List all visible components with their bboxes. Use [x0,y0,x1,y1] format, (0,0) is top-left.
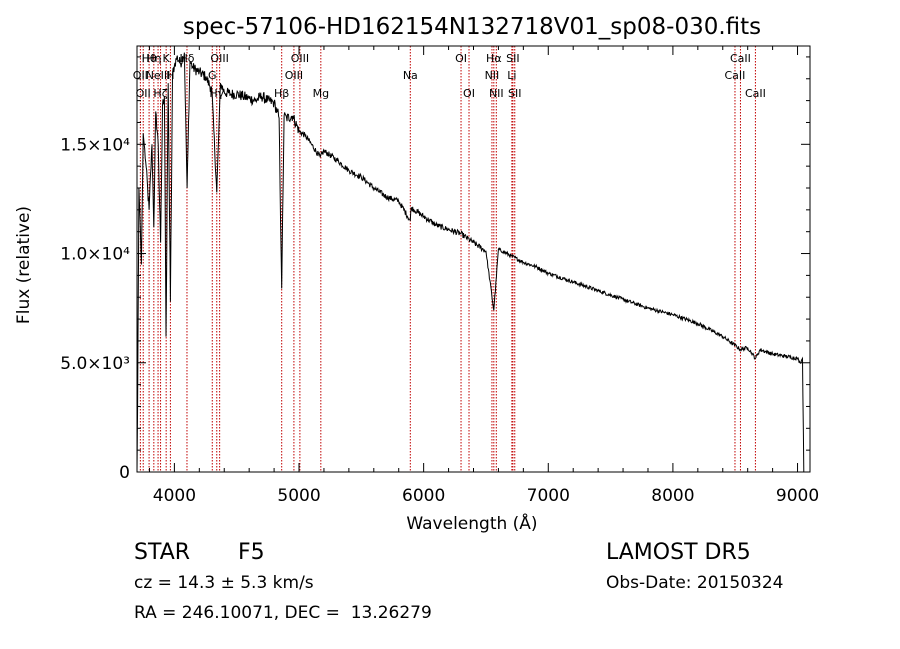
y-axis-label: Flux (relative) [14,206,34,324]
line-label-12: Hβ [274,87,289,100]
y-tick-label-2: 1.0×10⁴ [60,245,130,265]
line-label-9: G [208,69,217,82]
line-label-2: OII [136,87,151,100]
observation-date: Obs-Date: 20150324 [606,573,784,593]
y-tick-label-3: 1.5×10⁴ [60,135,130,155]
line-label-3: Hη [146,52,161,65]
x-axis-label: Wavelength (Å) [406,512,537,534]
line-label-6: K [163,52,171,65]
redshift-text: cz = 14.3 ± 5.3 km/s [134,573,314,593]
y-axis: 0 5.0×10³ 1.0×10⁴ 1.5×10⁴ [60,56,810,483]
object-subclass: F5 [238,540,265,565]
spectral-line-labels: HθOIIOIIHηNeIIIHζKHHδGHγOIIIHβOIIIOIIIMg… [133,52,766,100]
line-label-0: Hθ [142,52,157,65]
line-label-19: NII [485,69,500,82]
object-class: STAR [134,540,191,565]
line-label-13: OIII [285,69,303,82]
line-label-18: OI [463,87,475,100]
line-label-11: OIII [210,52,228,65]
line-label-10: Hγ [209,87,224,100]
x-tick-label-0: 4000 [153,486,196,506]
line-label-4: NeIII [146,69,171,82]
line-label-17: OI [455,52,467,65]
line-label-14: OIII [291,52,309,65]
x-tick-label-2: 6000 [402,486,445,506]
x-tick-label-1: 5000 [277,486,320,506]
y-tick-label-1: 5.0×10³ [60,354,130,374]
line-label-7: H [166,69,174,82]
line-label-25: CaII [725,69,746,82]
line-label-16: Na [403,69,418,82]
line-label-5: Hζ [153,87,167,100]
line-label-26: CaII [730,52,751,65]
x-axis: 4000 5000 6000 7000 8000 9000 [148,46,819,506]
y-tick-label-0: 0 [119,463,130,483]
line-label-27: CaII [745,87,766,100]
line-label-22: Li [507,69,516,82]
line-label-20: Hα [486,52,502,65]
x-tick-label-3: 7000 [527,486,570,506]
line-label-15: Mg [313,87,329,100]
line-label-24: SII [508,87,521,100]
spectrum-line [136,52,805,473]
line-label-23: SII [506,52,519,65]
chart-title: spec-57106-HD162154N132718V01_sp08-030.f… [183,14,761,40]
x-tick-label-5: 9000 [776,486,819,506]
plot-frame [136,45,811,473]
x-tick-label-4: 8000 [651,486,694,506]
line-label-21: NII [489,87,504,100]
survey-name: LAMOST DR5 [606,540,751,565]
coordinates-text: RA = 246.10071, DEC = 13.26279 [134,603,432,623]
spectral-line-markers [139,46,756,472]
